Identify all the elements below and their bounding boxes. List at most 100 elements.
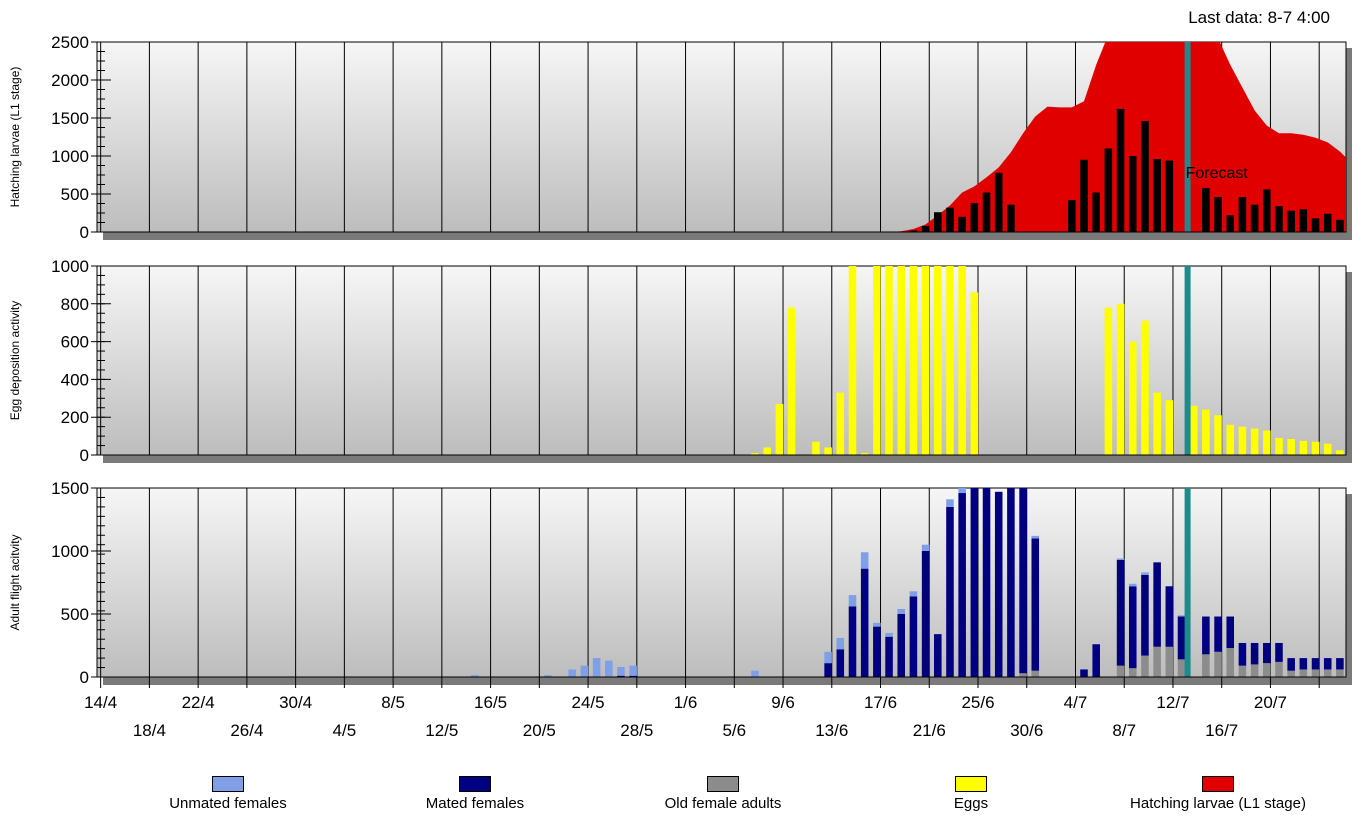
flight-bar-mated xyxy=(1141,574,1149,656)
flight-bar-mated xyxy=(1116,559,1125,666)
y-tick-label: 1000 xyxy=(51,542,89,561)
flight-bar-unmated xyxy=(568,669,577,677)
flight-bar-mated xyxy=(1287,658,1295,671)
x-tick-label: 12/7 xyxy=(1156,693,1189,712)
larvae-bar xyxy=(1214,197,1222,232)
flight-bar-unmated xyxy=(836,637,845,650)
flight-bar-old xyxy=(1323,669,1332,677)
larvae-bar xyxy=(994,172,1003,232)
legend-label: Unmated females xyxy=(169,795,287,812)
flight-bar-unmated xyxy=(605,660,613,677)
forecast-label: Forecast xyxy=(1186,165,1249,182)
egg-bar xyxy=(1104,307,1113,455)
flight-bar-old xyxy=(1250,664,1259,677)
x-tick-label: 24/5 xyxy=(572,693,605,712)
flight-bar-unmated xyxy=(1141,572,1149,575)
now-line xyxy=(1184,42,1191,232)
panel-background xyxy=(96,265,1347,456)
x-tick-label: 5/6 xyxy=(722,721,746,740)
legend-label: Eggs xyxy=(953,795,989,812)
egg-bar xyxy=(1189,405,1198,455)
x-tick-label: 8/5 xyxy=(381,693,405,712)
y-axis-label: Egg deposition activity xyxy=(8,301,22,420)
larvae-bar xyxy=(1250,204,1259,232)
flight-bar-old xyxy=(1275,661,1283,677)
y-axis-label: Adult flight acitvity xyxy=(8,534,22,630)
y-tick-label: 2000 xyxy=(51,71,89,90)
egg-bar xyxy=(1323,443,1332,455)
flight-bar-unmated xyxy=(617,666,625,676)
y-tick-label: 600 xyxy=(61,333,89,352)
x-tick-label: 13/6 xyxy=(815,721,848,740)
x-tick-label: 16/5 xyxy=(474,693,507,712)
flight-bar-mated xyxy=(1250,642,1259,665)
flight-bar-old xyxy=(1019,673,1027,677)
flight-bar-mated xyxy=(934,634,942,677)
legend-swatch xyxy=(459,776,491,792)
x-tick-label: 22/4 xyxy=(182,693,215,712)
flight-bar-mated xyxy=(629,675,637,677)
larvae-bar xyxy=(970,203,979,232)
larvae-bar xyxy=(958,216,966,232)
egg-bar xyxy=(775,403,784,455)
x-tick-label: 17/6 xyxy=(864,693,897,712)
x-tick-label: 8/7 xyxy=(1112,721,1136,740)
flight-bar-unmated xyxy=(897,608,906,614)
flight-bar-unmated xyxy=(1031,535,1040,539)
flight-bar-unmated xyxy=(848,595,857,607)
flight-bar-mated xyxy=(1299,658,1308,670)
larvae-bar xyxy=(946,207,954,232)
flight-bar-mated xyxy=(1092,644,1100,677)
flight-bar-mated xyxy=(617,675,625,677)
flight-bar-unmated xyxy=(946,499,954,507)
y-tick-label: 500 xyxy=(61,185,89,204)
y-tick-label: 1000 xyxy=(51,147,89,166)
x-tick-label: 21/6 xyxy=(913,721,946,740)
x-tick-label: 30/6 xyxy=(1010,721,1043,740)
y-axis-label: Hatching larvae (L1 stage) xyxy=(8,67,22,208)
flight-bar-mated xyxy=(1153,562,1161,647)
flight-bar-old xyxy=(1238,665,1247,677)
larvae-bar xyxy=(1311,218,1320,232)
flight-bar-mated xyxy=(1336,658,1344,670)
flight-bar-mated xyxy=(1323,658,1332,670)
flight-bar-old xyxy=(1202,654,1210,677)
x-tick-label: 4/5 xyxy=(333,721,357,740)
larvae-bar xyxy=(1323,213,1332,232)
flight-bar-mated xyxy=(836,649,845,677)
flight-bar-unmated xyxy=(885,632,893,637)
larvae-bar xyxy=(1287,210,1295,232)
y-tick-label: 200 xyxy=(61,408,89,427)
y-tick-label: 400 xyxy=(61,370,89,389)
flight-bar-unmated xyxy=(1128,583,1137,587)
egg-bar xyxy=(934,266,942,455)
egg-bar xyxy=(1287,438,1295,455)
panel-data xyxy=(889,42,1346,232)
egg-bar xyxy=(860,453,869,455)
now-line xyxy=(1184,488,1191,677)
y-tick-label: 0 xyxy=(80,446,89,465)
flight-bar-old xyxy=(1311,669,1320,677)
x-tick-label: 4/7 xyxy=(1064,693,1088,712)
egg-bar xyxy=(1202,409,1210,455)
egg-bar xyxy=(836,392,845,455)
flight-bar-mated xyxy=(1165,586,1174,647)
egg-bar xyxy=(885,266,893,455)
legend-swatch xyxy=(955,776,987,792)
egg-bar xyxy=(787,307,796,455)
legend-item-eggs: Eggs xyxy=(871,776,1071,812)
flight-bar-mated xyxy=(897,614,906,677)
flight-bar-mated xyxy=(1275,642,1283,662)
legend: Unmated females Mated females Old female a… xyxy=(0,776,1358,821)
flight-bar-old xyxy=(1165,646,1174,677)
flight-bar-mated xyxy=(873,626,881,677)
flight-bar-mated xyxy=(946,506,954,677)
x-tick-label: 18/4 xyxy=(133,721,166,740)
flight-bar-old xyxy=(1177,659,1186,677)
flight-bar-old xyxy=(1226,648,1235,677)
legend-item-mated: Mated females xyxy=(375,776,575,812)
egg-bar xyxy=(1250,428,1259,455)
x-tick-label: 25/6 xyxy=(961,693,994,712)
x-tick-label: 14/4 xyxy=(84,693,117,712)
y-tick-label: 1500 xyxy=(51,479,89,498)
